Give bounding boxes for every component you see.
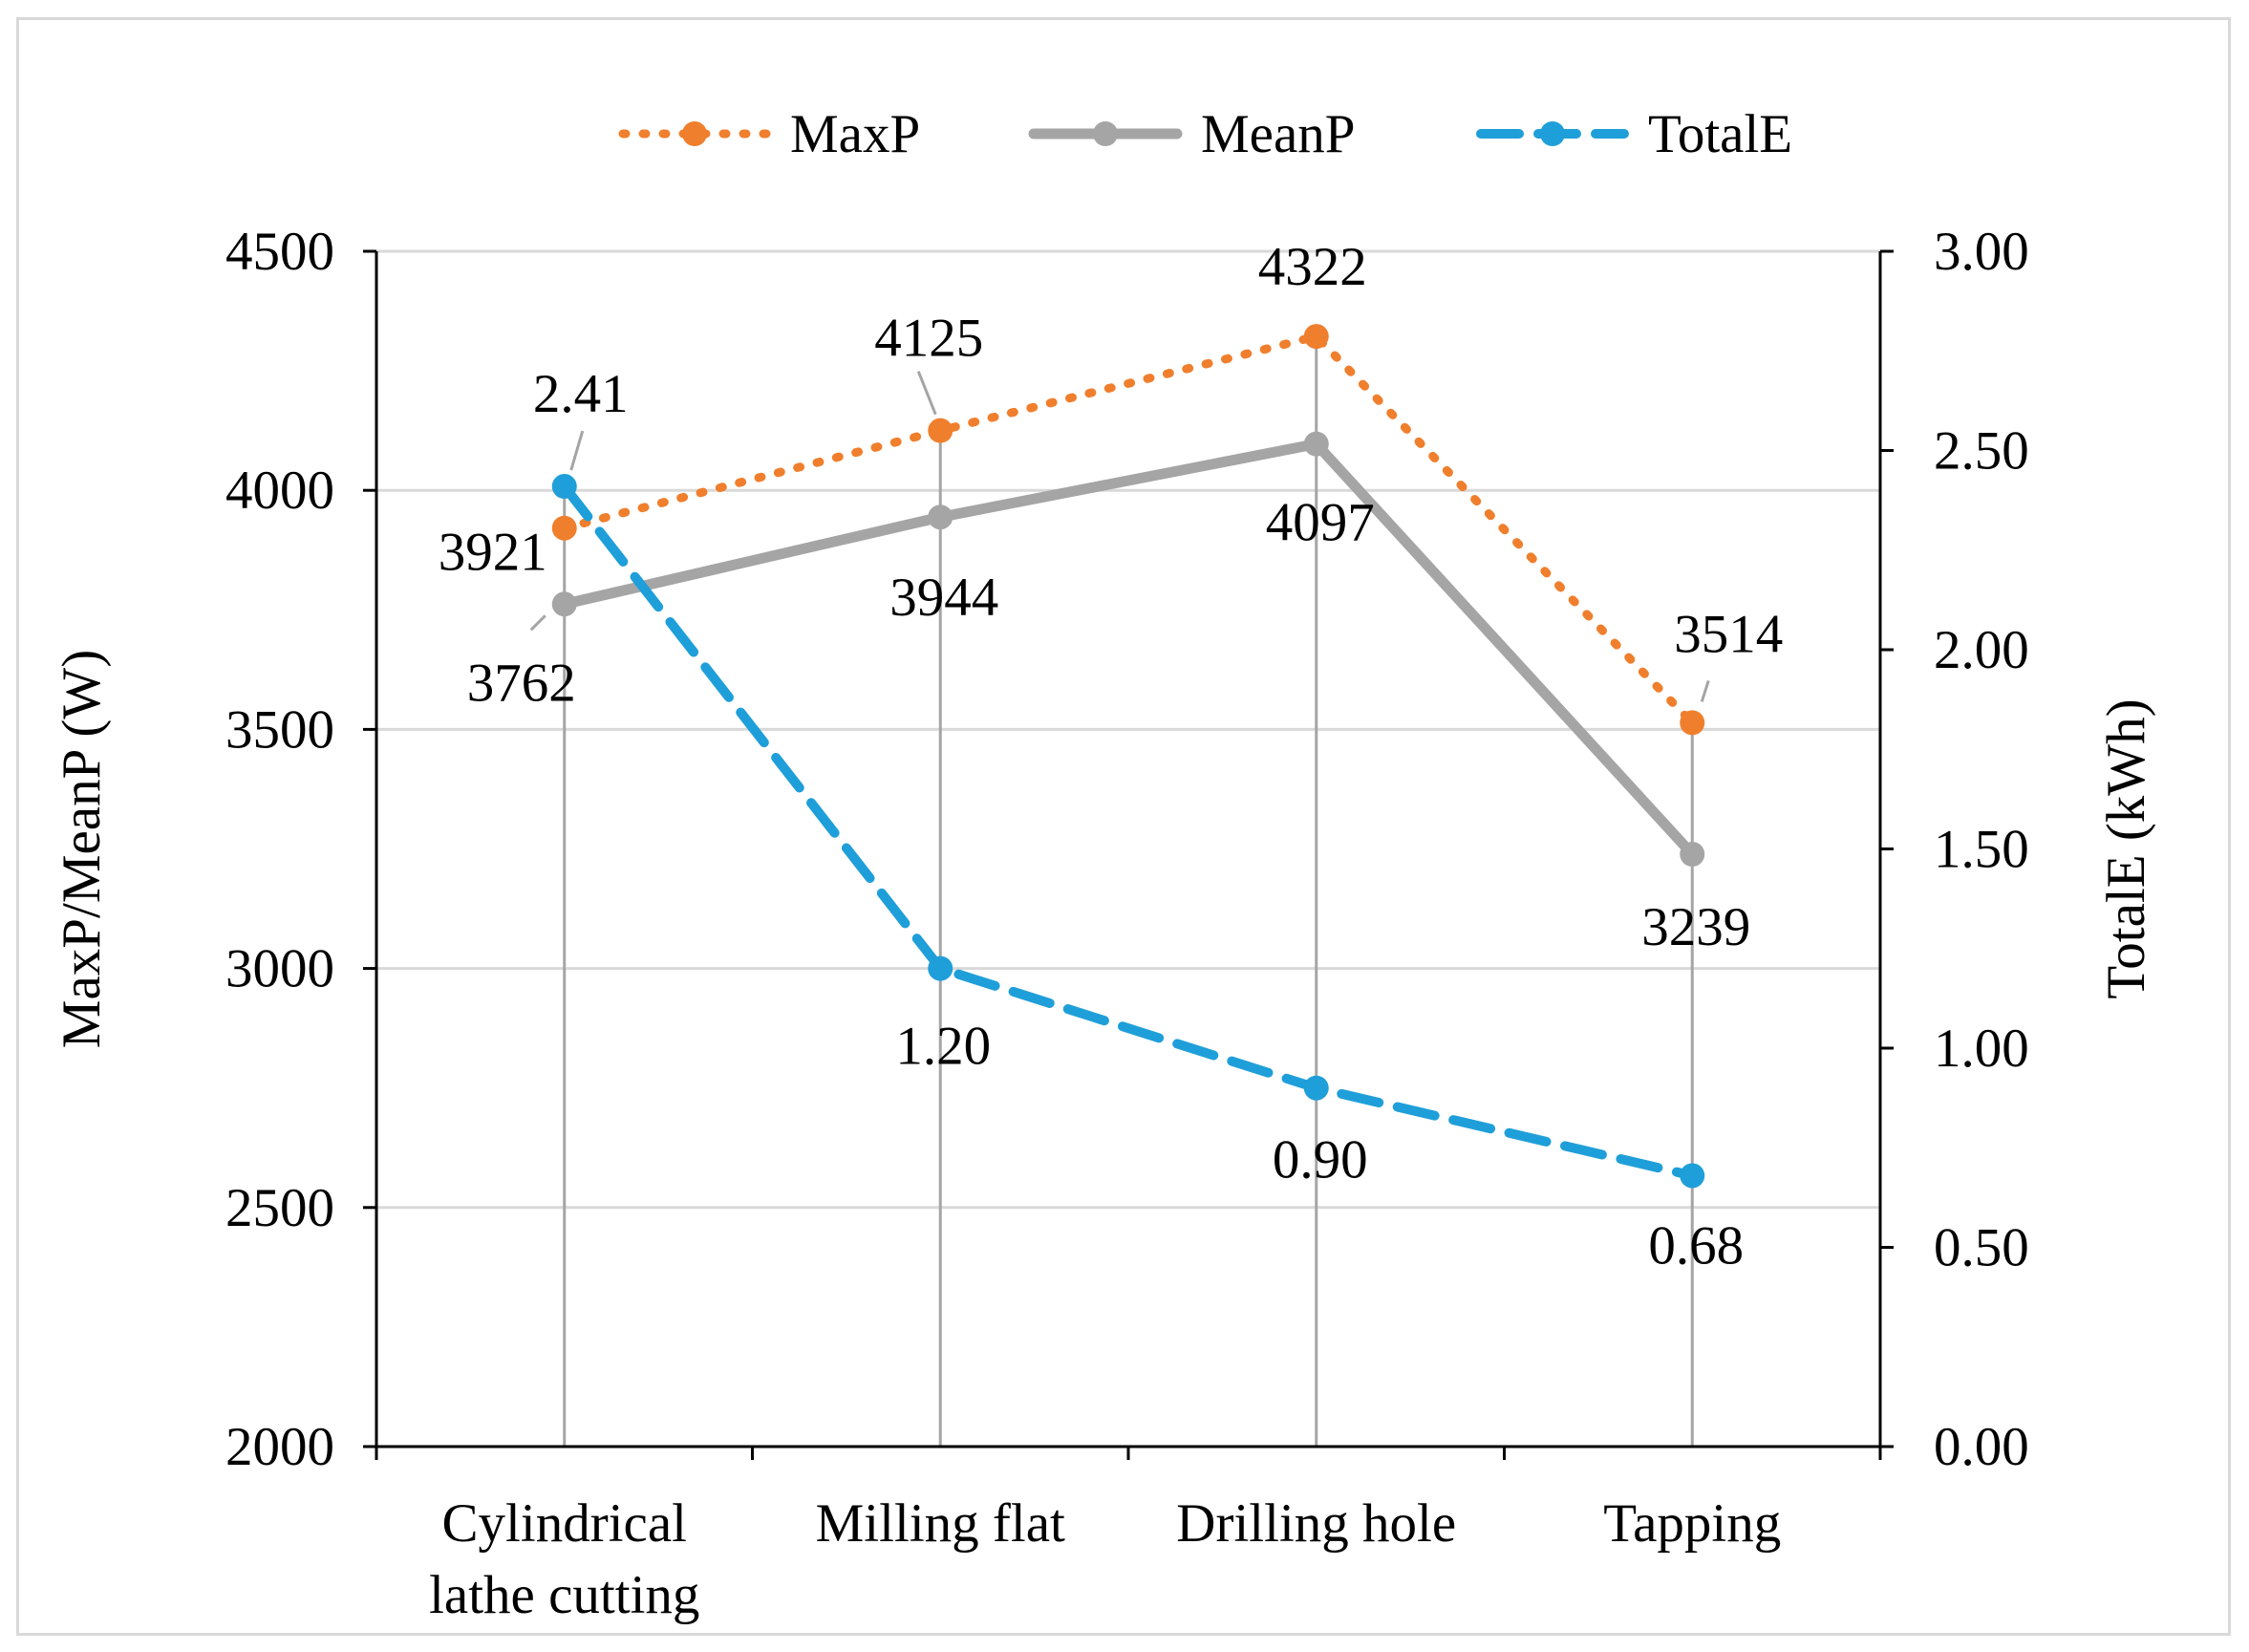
x-category-label-tapping: Tapping bbox=[1603, 1493, 1781, 1554]
series-layer bbox=[551, 324, 1705, 1189]
y-right-tick-label-0-50: 0.50 bbox=[1934, 1218, 2029, 1278]
leader-line-totale-0 bbox=[569, 430, 585, 471]
y-right-tick-label-1-00: 1.00 bbox=[1934, 1019, 2029, 1079]
x-category-label-milling-flat: Milling flat bbox=[816, 1493, 1065, 1554]
point-totale-drilling-hole bbox=[1303, 1075, 1329, 1101]
data-label-maxp-tapping: 3514 bbox=[1674, 604, 1783, 664]
y-right-tick-label-2-00: 2.00 bbox=[1934, 620, 2029, 680]
data-label-meanp-milling-flat: 3944 bbox=[889, 568, 998, 628]
data-label-totale-drilling-hole: 0.90 bbox=[1273, 1130, 1368, 1191]
point-maxp-milling-flat bbox=[928, 418, 953, 443]
point-meanp-milling-flat bbox=[928, 504, 953, 530]
y-left-tick-label-4500: 4500 bbox=[225, 222, 334, 282]
point-meanp-drilling-hole bbox=[1303, 431, 1329, 457]
data-label-totale-cylindrical-lathe-cutting: 2.41 bbox=[533, 364, 629, 424]
chart-frame bbox=[16, 17, 2231, 1636]
x-category-label-line: Cylindrical bbox=[442, 1493, 687, 1554]
x-category-label-cylindrical-lathe-cutting: Cylindrical lathe cutting bbox=[429, 1493, 699, 1625]
x-category-label-line: Drilling hole bbox=[1176, 1493, 1456, 1554]
data-label-maxp-milling-flat: 4125 bbox=[874, 309, 983, 369]
point-maxp-cylindrical-lathe-cutting bbox=[551, 515, 577, 541]
data-label-meanp-tapping: 3239 bbox=[1641, 897, 1750, 957]
y-right-tick-label-1-50: 1.50 bbox=[1934, 820, 2029, 880]
legend-swatch-marker-meanp bbox=[1093, 121, 1118, 146]
point-meanp-cylindrical-lathe-cutting bbox=[551, 591, 577, 617]
data-label-maxp-drilling-hole: 4322 bbox=[1258, 237, 1367, 297]
legend: MaxP MeanP TotalE bbox=[618, 104, 1792, 164]
data-label-totale-milling-flat: 1.20 bbox=[895, 1017, 991, 1077]
y-left-tick-label-3500: 3500 bbox=[225, 699, 334, 760]
x-category-label-line: Milling flat bbox=[816, 1493, 1065, 1554]
legend-label-totale: TotalE bbox=[1648, 104, 1792, 164]
y-left-tick-label-3000: 3000 bbox=[225, 939, 334, 999]
legend-swatch-marker-totale bbox=[1540, 121, 1565, 146]
data-label-meanp-cylindrical-lathe-cutting: 3762 bbox=[467, 653, 576, 713]
point-totale-tapping bbox=[1680, 1163, 1705, 1189]
data-label-totale-tapping: 0.68 bbox=[1648, 1215, 1744, 1276]
y-right-tick-label-3-00: 3.00 bbox=[1934, 222, 2029, 282]
legend-label-meanp: MeanP bbox=[1201, 104, 1355, 164]
x-category-label-line: lathe cutting bbox=[429, 1565, 699, 1625]
point-meanp-tapping bbox=[1680, 842, 1705, 868]
legend-label-maxp: MaxP bbox=[790, 104, 920, 164]
drop-lines bbox=[563, 336, 1694, 1447]
y-axis-left-title: MaxP/MeanP (W) bbox=[52, 650, 112, 1048]
series-line-meanp bbox=[559, 439, 1698, 860]
legend-swatch-marker-maxp bbox=[682, 121, 707, 146]
leader-line-meanp-0 bbox=[529, 614, 546, 632]
data-label-maxp-cylindrical-lathe-cutting: 3921 bbox=[439, 523, 547, 583]
y-left-tick-label-2500: 2500 bbox=[225, 1178, 334, 1238]
y-left-tick-label-2000: 2000 bbox=[225, 1417, 334, 1477]
gridlines bbox=[376, 249, 1880, 1210]
y-right-tick-label-2-50: 2.50 bbox=[1934, 421, 2029, 482]
series-line-maxp bbox=[560, 332, 1697, 727]
data-label-meanp-drilling-hole: 4097 bbox=[1266, 493, 1375, 553]
y-left-tick-label-4000: 4000 bbox=[225, 461, 334, 521]
data-labels: 3921 4125 4322 3514 3762 3944 4097 3239 2.41 1.20… bbox=[439, 237, 1784, 1276]
point-maxp-tapping bbox=[1680, 710, 1705, 736]
y-right-tick-label-0-00: 0.00 bbox=[1934, 1417, 2029, 1477]
point-totale-milling-flat bbox=[928, 955, 953, 981]
y-axis-right-title: TotalE (kWh) bbox=[2096, 698, 2156, 998]
point-totale-cylindrical-lathe-cutting bbox=[551, 474, 577, 500]
point-maxp-drilling-hole bbox=[1303, 324, 1329, 350]
leader-line-maxp-1 bbox=[916, 371, 937, 416]
x-category-label-drilling-hole: Drilling hole bbox=[1176, 1493, 1456, 1554]
axes: 2000 2500 3000 3500 4000 4500 0.00 0.50 1.00 1.50… bbox=[52, 222, 2156, 1625]
x-category-label-line: Tapping bbox=[1603, 1493, 1781, 1554]
leader-line-maxp-3 bbox=[1700, 679, 1710, 702]
series-line-totale bbox=[559, 482, 1698, 1181]
